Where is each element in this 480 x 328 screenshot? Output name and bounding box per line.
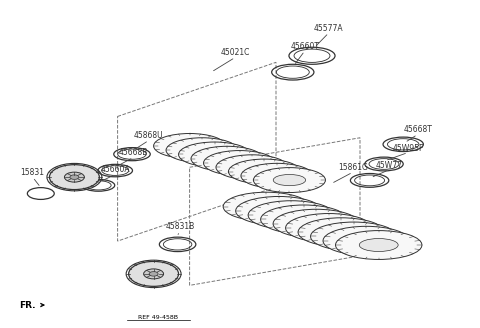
Text: 45831B: 45831B [166,222,194,231]
Ellipse shape [186,145,218,156]
Text: 45021C: 45021C [220,49,250,57]
Ellipse shape [173,140,206,152]
Text: 45577A: 45577A [314,24,344,33]
Text: REF 49-458B: REF 49-458B [138,315,179,320]
Ellipse shape [166,138,238,163]
Ellipse shape [223,192,310,221]
Text: 45868U: 45868U [134,132,164,140]
Ellipse shape [191,146,263,171]
Ellipse shape [241,163,313,188]
Text: 15861G: 15861G [338,163,368,172]
Text: 45W77: 45W77 [375,161,402,170]
Ellipse shape [64,172,84,182]
Text: 45668T: 45668T [403,126,432,134]
Ellipse shape [149,272,158,276]
Ellipse shape [216,155,288,180]
Ellipse shape [70,175,79,179]
Ellipse shape [198,149,231,160]
Text: 45660T: 45660T [290,42,319,51]
Ellipse shape [298,218,384,247]
Ellipse shape [286,214,372,242]
Ellipse shape [310,221,348,235]
Ellipse shape [359,238,398,252]
Ellipse shape [347,234,386,247]
Ellipse shape [179,142,251,167]
Ellipse shape [211,153,243,164]
Ellipse shape [129,261,179,286]
Ellipse shape [144,269,164,279]
Text: FR.: FR. [19,301,36,310]
Ellipse shape [248,201,335,230]
Ellipse shape [322,226,361,239]
Ellipse shape [248,166,281,177]
Ellipse shape [297,217,336,230]
Ellipse shape [336,231,422,259]
Ellipse shape [272,209,311,222]
Ellipse shape [261,170,293,181]
Ellipse shape [260,204,299,217]
Ellipse shape [236,196,322,225]
Ellipse shape [236,162,268,173]
Ellipse shape [204,151,276,175]
Ellipse shape [284,213,324,226]
Ellipse shape [335,230,373,243]
Text: 15831: 15831 [21,168,45,177]
Ellipse shape [154,133,226,158]
Text: 45660A: 45660A [100,166,130,174]
Ellipse shape [311,222,397,251]
Ellipse shape [261,205,347,234]
Ellipse shape [253,168,325,193]
Ellipse shape [247,200,286,213]
Text: 45W95F: 45W95F [392,144,424,153]
Ellipse shape [273,209,360,238]
Ellipse shape [49,165,99,190]
Text: 45668B: 45668B [119,149,148,157]
Ellipse shape [273,174,306,186]
Ellipse shape [323,226,409,255]
Ellipse shape [228,159,300,184]
Ellipse shape [223,157,256,169]
